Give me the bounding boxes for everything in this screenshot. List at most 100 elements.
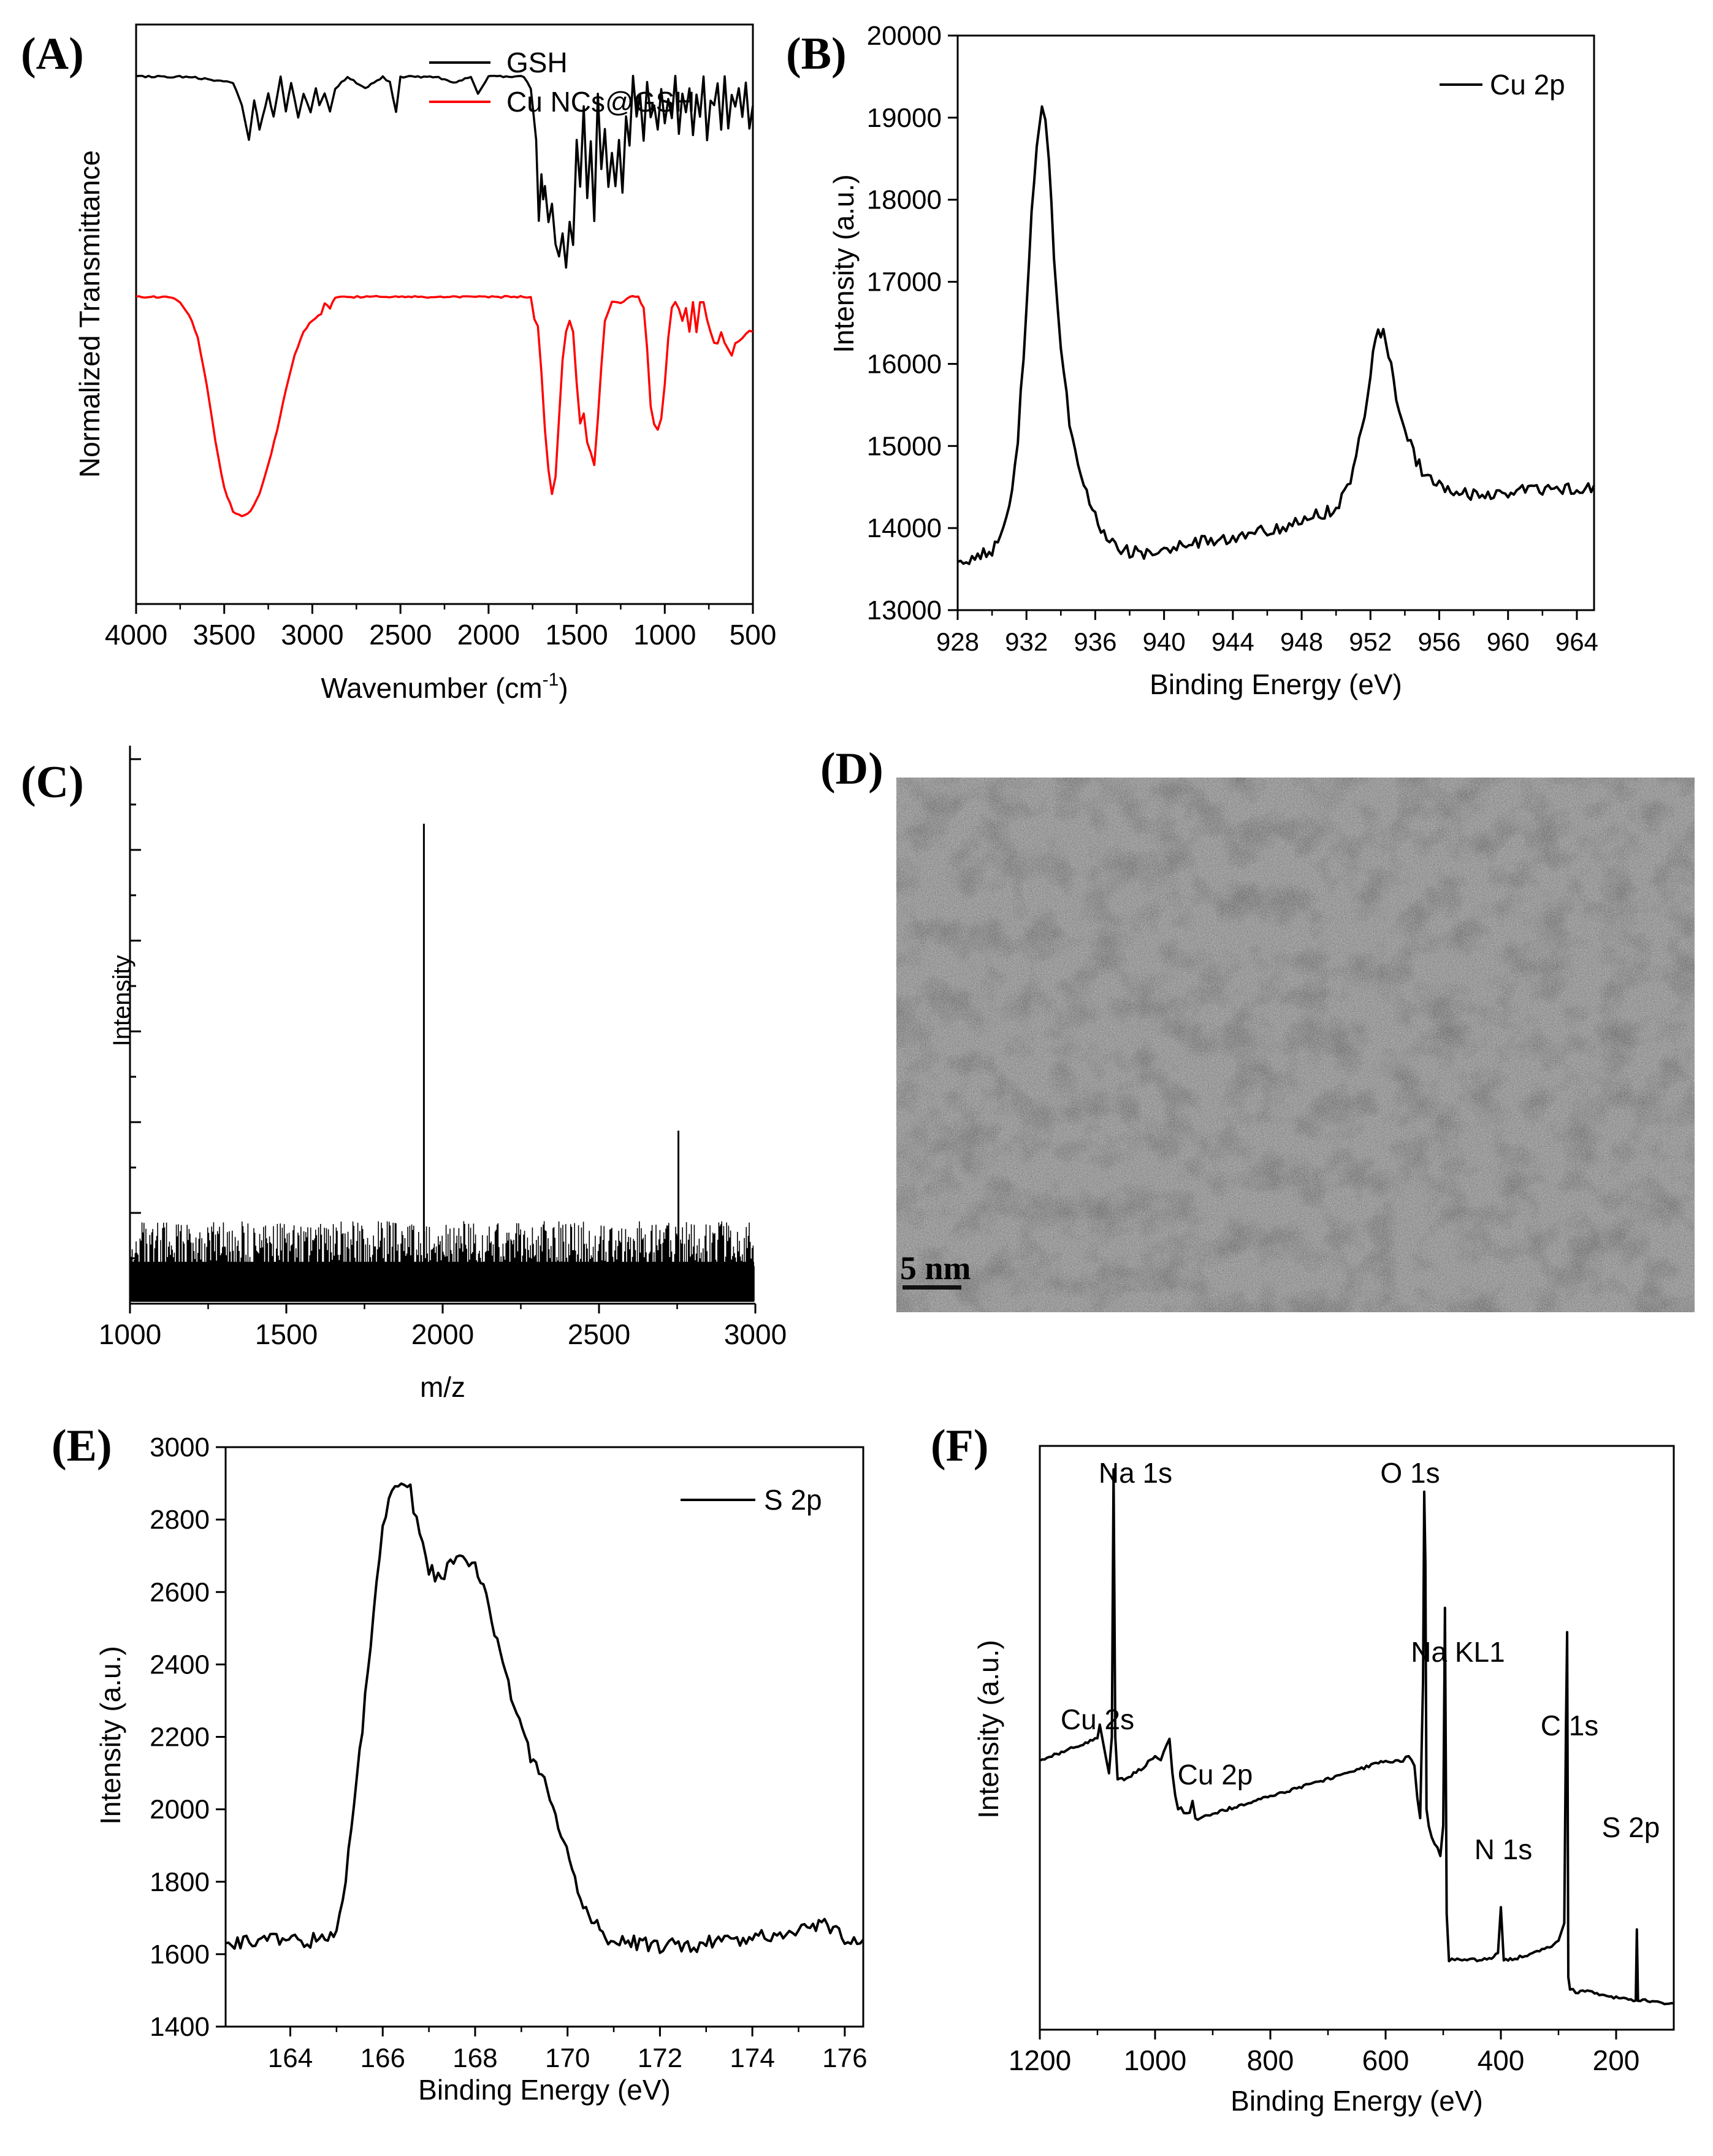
series-line-1 [135,294,753,518]
x-axis-label-suffix: ) [559,672,568,704]
peak-label-7: S 2p [1602,1811,1660,1843]
legend-label-0: Cu 2p [1490,69,1565,101]
x-axis-label-sup: -1 [543,670,559,690]
x-axis-label: Binding Energy (eV) [1150,668,1402,700]
series-line-0 [1039,1468,1674,2006]
y-tick-label: 16000 [867,349,942,379]
x-tick-label: 500 [730,619,777,651]
peak-label-1: O 1s [1380,1457,1440,1489]
tem-image-grain [896,778,1695,1312]
x-tick-label: 2500 [369,619,432,651]
peak-label-5: C 1s [1541,1710,1599,1741]
y-tick-label: 14000 [867,513,942,543]
y-tick-label: 2400 [150,1649,210,1680]
x-tick-label: 1000 [99,1318,161,1350]
x-tick-label: 800 [1247,2044,1294,2076]
y-tick-label: 1600 [150,1940,210,1970]
x-axis-label: Binding Energy (eV) [1230,2085,1483,2117]
y-axis-label: Normalized Transmittance [74,150,105,478]
y-tick-label: 19000 [867,103,942,133]
panel-d-tem-image: (D) 5 nm [820,744,1695,1312]
peak-label-4: Cu 2p [1178,1759,1253,1791]
peak-label-3: Cu 2s [1061,1703,1134,1735]
x-tick-label: 3000 [724,1318,787,1350]
x-tick-label: 952 [1349,627,1392,656]
y-axis-label: Intensity (a.u.) [828,174,860,353]
panel-e-s2p-xps: (E) 164 166 168 170 172 174 176 1400 1600 1800 200… [52,1421,868,2106]
x-tick-label: 2500 [568,1318,630,1350]
x-tick-label: 932 [1005,627,1048,656]
panel-e-label: (E) [52,1421,112,1471]
x-tick-label: 174 [730,2043,774,2073]
x-tick-label: 168 [452,2043,497,2073]
plot-frame [1039,1445,1675,2031]
panel-c-label: (C) [21,757,84,808]
legend-label-1: Cu NCs@GSH [506,86,695,118]
series-line-0 [957,105,1595,565]
x-axis-label: m/z [420,1371,465,1403]
x-tick-label: 2000 [411,1318,474,1350]
x-tick-label: 3500 [193,619,256,651]
x-tick-label: 936 [1074,627,1116,656]
plot-frame [956,34,1595,611]
x-tick-label: 164 [268,2043,313,2073]
legend-label-0: GSH [506,47,568,78]
tem-scale-bar [902,1285,961,1290]
x-tick-label: 176 [822,2043,867,2073]
x-tick-label: 944 [1211,627,1254,656]
x-tick-label: 4000 [105,619,167,651]
x-tick-label: 600 [1362,2044,1410,2076]
y-tick-label: 1800 [150,1867,210,1897]
peak-label-6: N 1s [1475,1833,1533,1865]
x-tick-label: 1200 [1009,2044,1071,2076]
x-tick-label: 948 [1280,627,1323,656]
series-line-0 [225,1482,864,1954]
peak-label-0: Na 1s [1099,1457,1172,1489]
x-tick-label: 172 [638,2043,682,2073]
y-axis-label: Intensity (a.u.) [94,1646,126,1824]
x-tick-label: 170 [545,2043,590,2073]
y-tick-label: 3000 [150,1432,210,1462]
x-tick-label: 928 [936,627,979,656]
panel-d-label: (D) [820,744,883,794]
tem-scale-bar-label: 5 nm [900,1250,971,1286]
series-line-0 [135,74,754,269]
panel-b-label: (B) [786,29,847,79]
y-tick-label: 2800 [150,1505,210,1535]
x-tick-label: 1000 [633,619,696,651]
panel-c-mass-spectrum: (C) 1000 1500 2000 2500 3000 m/z Intensity [21,746,787,1403]
legend-label-0: S 2p [764,1484,822,1516]
y-axis-label: Intensity [109,955,135,1047]
panel-a-ir-spectrum: (A) 4000 3500 3000 2500 2000 1500 1000 500 Waven… [21,23,777,704]
x-axis-label-text: Wavenumber (cm [321,672,542,704]
x-tick-label: 1000 [1124,2044,1186,2076]
x-tick-label: 964 [1555,627,1598,656]
y-tick-label: 1400 [150,2012,210,2042]
panel-f-label: (F) [931,1421,989,1471]
x-tick-label: 3000 [281,619,343,651]
y-tick-label: 18000 [867,185,942,215]
x-tick-label: 956 [1417,627,1460,656]
x-tick-label: 1500 [255,1318,318,1350]
x-tick-label: 200 [1593,2044,1640,2076]
panel-f-survey-xps: (F) 1200 1000 800 600 400 200 Binding Energy (… [931,1421,1675,2117]
y-tick-label: 13000 [867,595,942,625]
x-tick-label: 960 [1487,627,1530,656]
y-tick-label: 2200 [150,1722,210,1753]
x-tick-label: 166 [361,2043,405,2073]
y-tick-label: 2000 [150,1795,210,1825]
x-tick-label: 2000 [457,619,520,651]
x-axis-label: Wavenumber (cm-1) [321,670,568,704]
x-tick-label: 400 [1478,2044,1525,2076]
mass-spectrum-baseline [131,1261,754,1302]
x-axis-label: Binding Energy (eV) [418,2074,671,2106]
y-tick-label: 15000 [867,431,942,461]
y-tick-label: 17000 [867,267,942,297]
y-tick-label: 2600 [150,1577,210,1607]
peak-label-2: Na KL1 [1411,1636,1505,1668]
panel-b-cu2p-xps: (B) 928 932 936 940 944 948 952 956 960 964 13000 1… [786,21,1598,700]
x-tick-label: 940 [1143,627,1186,656]
y-tick-label: 20000 [867,21,942,51]
y-axis-label: Intensity (a.u.) [972,1640,1004,1818]
